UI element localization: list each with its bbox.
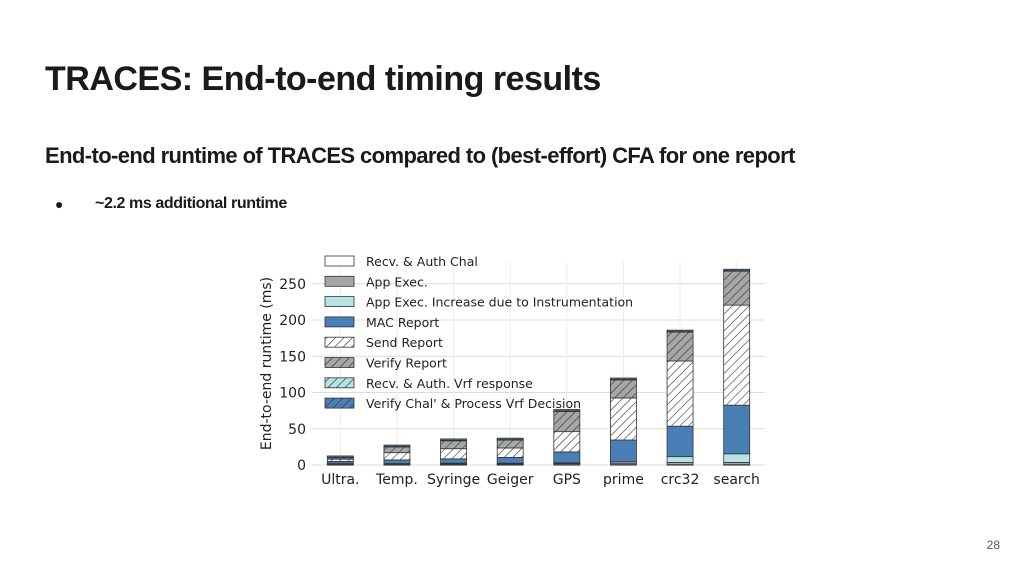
- bar-segment: [496, 456, 524, 464]
- y-axis-title: End-to-end runtime (ms): [259, 277, 275, 450]
- x-tick-label: Ultra.: [321, 472, 359, 488]
- bar-segment: [723, 270, 751, 306]
- bar-segment: [383, 446, 411, 454]
- bar-segment: [610, 379, 637, 399]
- bar-segment: [723, 268, 751, 272]
- bar-segment: [723, 453, 751, 463]
- legend-swatch: [324, 357, 355, 368]
- legend-label: App Exec.: [366, 274, 428, 289]
- y-tick-label: 100: [279, 386, 306, 402]
- stacked-bar-chart: 0 50 100 150 200 250 End-to-end runtime (ms) Ul…: [255, 248, 775, 490]
- bar-segment: [440, 438, 467, 441]
- bar-segment: [666, 329, 694, 333]
- bar-segment: [440, 448, 467, 460]
- bar-segment: [610, 377, 637, 380]
- page-number: 28: [986, 538, 1000, 552]
- legend-label: Recv. & Auth. Vrf response: [366, 376, 533, 391]
- bar-segment: [440, 440, 467, 450]
- bar-segment: [496, 447, 524, 458]
- legend-swatch: [324, 296, 355, 307]
- bullet-dot-icon: ●: [55, 196, 64, 212]
- bar-segment: [666, 360, 694, 427]
- bar-segment: [326, 455, 354, 458]
- slide-title: TRACES: End-to-end timing results: [45, 60, 601, 98]
- legend-swatch: [324, 275, 355, 287]
- legend-label: Recv. & Auth Chal: [366, 254, 478, 269]
- y-tick-label: 50: [288, 422, 306, 438]
- x-tick-label: Geiger: [487, 472, 534, 488]
- legend-swatch: [324, 377, 355, 389]
- legend-swatch: [324, 336, 355, 348]
- bullet-text: ~2.2 ms additional runtime: [95, 195, 287, 212]
- bar-segment: [496, 439, 524, 449]
- x-tick-label: search: [713, 472, 760, 488]
- bar-segment: [723, 404, 751, 455]
- legend-label: Send Report: [366, 335, 443, 350]
- bar-segment: [610, 439, 637, 463]
- bar-segment: [723, 304, 751, 406]
- bar-segment: [383, 444, 411, 447]
- legend-swatch: [324, 255, 355, 267]
- legend-label: Verify Report: [366, 356, 447, 371]
- bar-segment: [440, 458, 467, 464]
- bar-segment: [553, 451, 581, 464]
- bar-segment: [496, 437, 524, 441]
- x-tick-label: GPS: [553, 472, 581, 488]
- legend-label: App Exec. Increase due to Instrumentatio…: [366, 295, 633, 310]
- bar-segment: [666, 456, 694, 463]
- legend-swatch: [324, 397, 355, 409]
- bullet-item: ● ~2.2 ms additional runtime: [55, 195, 287, 213]
- y-tick-label: 0: [297, 458, 306, 474]
- bar-segment: [553, 409, 581, 412]
- slide-subtitle: End-to-end runtime of TRACES compared to…: [45, 143, 795, 168]
- bar-segment: [553, 431, 581, 453]
- bar-segment: [666, 331, 694, 362]
- legend-label: MAC Report: [366, 315, 439, 330]
- x-tick-label: Temp.: [375, 472, 418, 488]
- y-tick-label: 150: [279, 349, 306, 365]
- y-tick-label: 250: [279, 277, 306, 293]
- bar-segment: [553, 410, 581, 433]
- x-tick-label: Syringe: [427, 472, 480, 488]
- bar-segment: [383, 452, 411, 461]
- bar-segment: [383, 459, 411, 464]
- y-tick-label: 200: [279, 313, 306, 329]
- x-tick-label: crc32: [661, 472, 700, 488]
- legend-label: Verify Chal' & Process Vrf Decision: [366, 396, 581, 411]
- bar-segment: [610, 397, 637, 441]
- x-tick-label: prime: [603, 472, 644, 488]
- bullet-list: ● ~2.2 ms additional runtime: [55, 195, 287, 213]
- legend-swatch: [324, 316, 355, 328]
- bar-segment: [666, 425, 694, 458]
